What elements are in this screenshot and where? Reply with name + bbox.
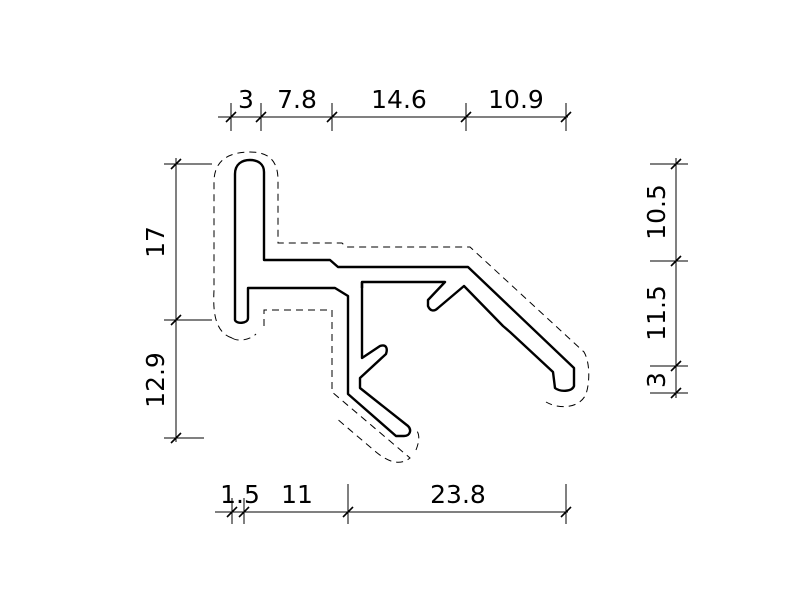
dim-left-2: 12.9	[141, 352, 170, 408]
dim-top-1: 3	[238, 85, 254, 114]
right-dimension-chain: 10.5 11.5 3	[642, 158, 688, 399]
top-dimension-chain: 3 7.8 14.6 10.9	[218, 85, 572, 131]
bottom-dimension-chain: 1.5 11 23.8	[215, 480, 572, 524]
dim-top-2: 7.8	[277, 85, 317, 114]
dim-bottom-1: 1.5	[220, 480, 260, 509]
dim-top-4: 10.9	[488, 85, 544, 114]
dim-left-1: 17	[141, 226, 170, 258]
left-dimension-chain: 17 12.9	[141, 158, 212, 444]
profile-outline	[233, 158, 576, 438]
dim-bottom-2: 11	[281, 480, 313, 509]
dim-top-3: 14.6	[371, 85, 427, 114]
dim-right-3: 3	[642, 372, 671, 388]
dim-right-2: 11.5	[642, 285, 671, 341]
gasket-envelope	[213, 151, 590, 463]
dim-right-1: 10.5	[642, 184, 671, 240]
dim-bottom-3: 23.8	[430, 480, 486, 509]
